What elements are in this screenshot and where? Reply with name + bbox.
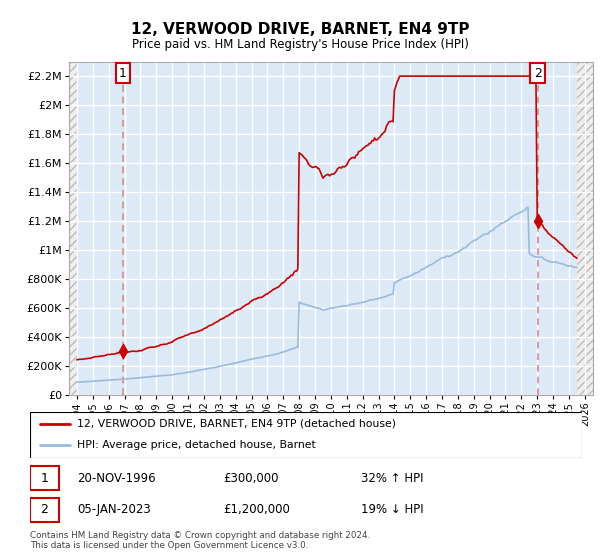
Text: HPI: Average price, detached house, Barnet: HPI: Average price, detached house, Barn… xyxy=(77,440,316,450)
Bar xyxy=(30,498,59,521)
Text: 20-NOV-1996: 20-NOV-1996 xyxy=(77,472,155,484)
Text: 1: 1 xyxy=(40,472,48,484)
Bar xyxy=(577,62,593,395)
Text: 2: 2 xyxy=(40,503,48,516)
Text: £1,200,000: £1,200,000 xyxy=(223,503,290,516)
Text: 32% ↑ HPI: 32% ↑ HPI xyxy=(361,472,424,484)
Text: Price paid vs. HM Land Registry's House Price Index (HPI): Price paid vs. HM Land Registry's House … xyxy=(131,38,469,51)
Bar xyxy=(30,466,59,490)
Text: 12, VERWOOD DRIVE, BARNET, EN4 9TP: 12, VERWOOD DRIVE, BARNET, EN4 9TP xyxy=(131,22,469,38)
Bar xyxy=(69,62,77,395)
Text: £300,000: £300,000 xyxy=(223,472,278,484)
Text: 19% ↓ HPI: 19% ↓ HPI xyxy=(361,503,424,516)
Text: Contains HM Land Registry data © Crown copyright and database right 2024.
This d: Contains HM Land Registry data © Crown c… xyxy=(30,531,370,550)
Text: 05-JAN-2023: 05-JAN-2023 xyxy=(77,503,151,516)
Text: 2: 2 xyxy=(534,67,542,80)
Text: 12, VERWOOD DRIVE, BARNET, EN4 9TP (detached house): 12, VERWOOD DRIVE, BARNET, EN4 9TP (deta… xyxy=(77,419,396,429)
Text: 1: 1 xyxy=(119,67,127,80)
